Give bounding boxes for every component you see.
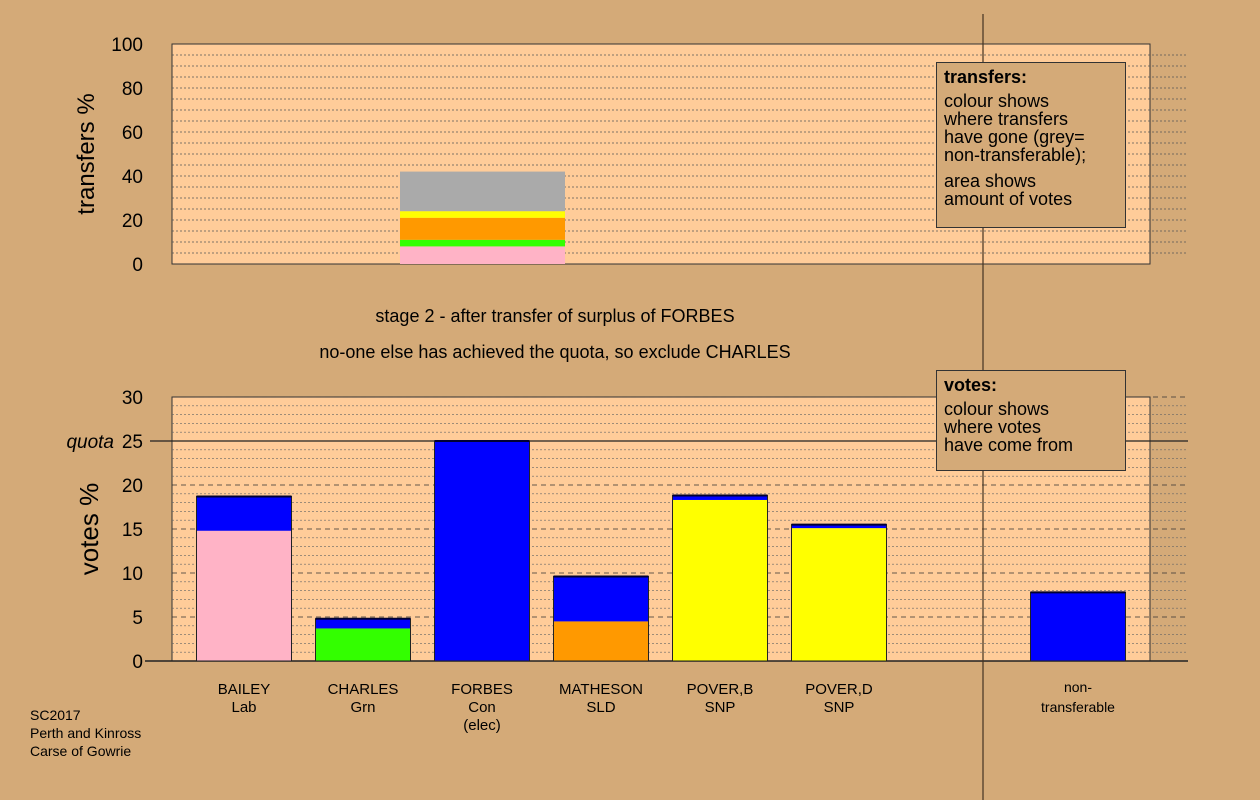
candidate-name-label: FORBES	[451, 681, 513, 698]
vote-segment-bailey	[196, 530, 292, 661]
transfers-legend-line: amount of votes	[944, 189, 1073, 209]
transfers-y-axis-label: transfers %	[73, 93, 100, 214]
votes-legend-line: colour shows	[944, 399, 1050, 419]
vote-segment-non-	[1030, 592, 1126, 661]
transfers-legend-line: non-transferable);	[944, 145, 1087, 165]
transfer-segment-bailey	[400, 246, 565, 264]
transfers-legend-line: where transfers	[944, 109, 1069, 129]
transfer-segment-matheson	[400, 217, 565, 240]
votes-y-axis-label: votes %	[74, 483, 104, 576]
votes-y-tick-label: 30	[122, 388, 143, 409]
vote-segment-matheson	[553, 621, 649, 661]
vote-segment-charles	[315, 618, 411, 629]
vote-segment-pover-d	[791, 528, 887, 661]
votes-legend-line: where votes	[944, 417, 1042, 437]
transfers-y-tick-label: 80	[122, 79, 143, 100]
candidate-name-label: MATHESON	[559, 681, 643, 698]
transfers-y-tick-label: 40	[122, 167, 143, 188]
nontransferable-label: non-	[1064, 679, 1092, 695]
transfer-segment-pover-d	[400, 211, 565, 214]
candidate-name-label: CHARLES	[328, 681, 399, 698]
candidate-name-label: POVER,D	[805, 681, 873, 698]
transfers-legend-line: have gone (grey=	[944, 127, 1085, 147]
votes-y-tick-label: 15	[122, 520, 143, 541]
candidate-status-label: (elec)	[463, 717, 501, 734]
candidate-name-label: POVER,B	[687, 681, 754, 698]
vote-segment-forbes	[434, 441, 530, 661]
vote-segment-pover-d	[791, 524, 887, 529]
vote-segment-bailey	[196, 496, 292, 531]
candidate-party-label: SLD	[586, 699, 615, 716]
footer-line: Perth and Kinross	[30, 725, 142, 741]
candidate-party-label: SNP	[824, 699, 855, 716]
candidate-party-label: Con	[468, 699, 496, 716]
transfer-segment-charles	[400, 239, 565, 247]
transfer-segment-non-transferable	[400, 171, 565, 212]
transfers-legend-line: area shows	[944, 171, 1037, 191]
candidate-party-label: Lab	[231, 699, 256, 716]
transfer-segment-pover-b	[400, 213, 565, 218]
vote-segment-pover-b	[672, 499, 768, 661]
candidate-party-label: SNP	[705, 699, 736, 716]
candidate-party-label: Grn	[350, 699, 375, 716]
transfers-y-tick-label: 0	[132, 255, 143, 276]
votes-legend-title: votes:	[944, 375, 998, 395]
votes-legend: votes: colour shows where votes have com…	[936, 370, 1126, 471]
votes-y-tick-label: 25	[122, 432, 143, 453]
footer-line: Carse of Gowrie	[30, 743, 132, 759]
quota-label: quota	[66, 432, 114, 453]
transfers-legend: transfers: colour shows where transfers …	[936, 62, 1126, 228]
votes-y-tick-label: 10	[122, 564, 143, 585]
vote-segment-charles	[315, 628, 411, 661]
exclusion-caption: no-one else has achieved the quota, so e…	[319, 342, 791, 362]
nontransferable-label: transferable	[1041, 699, 1115, 715]
vote-segment-matheson	[553, 576, 649, 622]
candidate-name-label: BAILEY	[218, 681, 271, 698]
stage-caption: stage 2 - after transfer of surplus of F…	[375, 306, 735, 326]
votes-y-tick-label: 5	[132, 608, 143, 629]
transfers-legend-title: transfers:	[944, 67, 1028, 87]
votes-legend-line: have come from	[944, 435, 1074, 455]
transfers-y-tick-label: 60	[122, 123, 143, 144]
transfers-y-tick-label: 100	[111, 35, 143, 56]
footer-info: SC2017 Perth and Kinross Carse of Gowrie	[30, 706, 141, 760]
transfers-y-tick-label: 20	[122, 211, 143, 232]
votes-y-tick-label: 20	[122, 476, 143, 497]
vote-segment-pover-b	[672, 495, 768, 500]
transfers-legend-line: colour shows	[944, 91, 1050, 111]
votes-y-tick-label: 0	[132, 652, 143, 673]
footer-line: SC2017	[30, 707, 81, 723]
